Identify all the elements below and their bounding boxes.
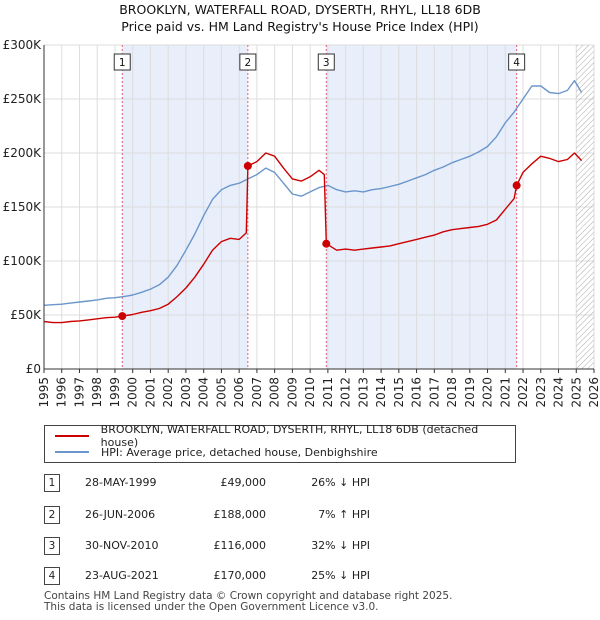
transaction-row: 1 28-MAY-1999 £49,000 26% ↓ HPI xyxy=(44,474,514,494)
future-hatch xyxy=(576,45,594,369)
footer-licence: This data is licensed under the Open Gov… xyxy=(44,601,379,613)
sale-marker-label: 4 xyxy=(513,57,520,69)
y-tick-label: £300K xyxy=(3,38,43,52)
transaction-number: 3 xyxy=(44,537,60,555)
transaction-number: 1 xyxy=(44,474,60,492)
y-tick-label: £150K xyxy=(3,200,43,214)
sale-marker-box xyxy=(113,53,131,71)
x-tick-label: 2012 xyxy=(339,377,353,408)
x-tick-label: 2002 xyxy=(161,377,175,408)
x-tick-label: 2000 xyxy=(126,377,140,408)
sale-marker-label: 2 xyxy=(245,57,252,69)
x-tick-label: 2019 xyxy=(463,377,477,408)
legend-label-hpi: HPI: Average price, detached house, Denb… xyxy=(101,445,378,459)
chart-legend: BROOKLYN, WATERFALL ROAD, DYSERTH, RHYL,… xyxy=(44,423,516,463)
x-tick-label: 2020 xyxy=(481,377,495,408)
transaction-hpi: 32% ↓ HPI xyxy=(311,539,370,552)
transaction-row: 3 30-NOV-2010 £116,000 32% ↓ HPI xyxy=(44,537,514,557)
x-tick-label: 2025 xyxy=(569,377,583,408)
transaction-date: 26-JUN-2006 xyxy=(85,508,156,521)
sale-marker-box xyxy=(317,53,335,71)
x-tick-label: 2026 xyxy=(587,377,600,408)
transaction-date: 30-NOV-2010 xyxy=(85,539,159,552)
transaction-price: £188,000 xyxy=(213,508,267,521)
transaction-row: 2 26-JUN-2006 £188,000 7% ↑ HPI xyxy=(44,506,514,526)
transaction-price: £116,000 xyxy=(213,539,267,552)
x-tick-label: 2010 xyxy=(303,377,317,408)
y-tick-label: £50K xyxy=(10,308,42,322)
sale-marker-dot xyxy=(118,312,127,321)
x-tick-label: 1996 xyxy=(55,377,69,408)
sale-marker-box xyxy=(508,53,526,71)
legend-label-property: BROOKLYN, WATERFALL ROAD, DYSERTH, RHYL,… xyxy=(100,423,479,449)
sale-marker-dot xyxy=(243,161,252,170)
x-tick-label: 2011 xyxy=(321,377,335,408)
legend-item-property: BROOKLYN, WATERFALL ROAD, DYSERTH, RHYL,… xyxy=(55,423,515,449)
x-tick-label: 2008 xyxy=(268,377,282,408)
transaction-hpi: 25% ↓ HPI xyxy=(311,569,370,582)
y-tick-label: £100K xyxy=(3,254,43,268)
sale-marker-dot xyxy=(322,239,331,248)
x-tick-label: 2003 xyxy=(179,377,193,408)
sale-marker-dot xyxy=(512,181,521,190)
chart-title: BROOKLYN, WATERFALL ROAD, DYSERTH, RHYL,… xyxy=(119,2,481,17)
transaction-price: £170,000 xyxy=(213,569,267,582)
transaction-date: 23-AUG-2021 xyxy=(85,569,159,582)
legend-swatch-property xyxy=(55,435,89,437)
x-tick-label: 2004 xyxy=(197,377,211,408)
sale-marker-label: 3 xyxy=(323,57,330,69)
x-tick-label: 2022 xyxy=(516,377,530,408)
y-tick-label: £200K xyxy=(3,146,43,160)
x-tick-label: 2024 xyxy=(552,377,566,408)
x-tick-label: 2016 xyxy=(410,377,424,408)
transaction-date: 28-MAY-1999 xyxy=(85,476,157,489)
x-tick-label: 1995 xyxy=(37,377,51,408)
hpi-series-line xyxy=(44,79,583,306)
transaction-number: 2 xyxy=(44,506,60,524)
footer-copyright: Contains HM Land Registry data © Crown c… xyxy=(44,590,453,602)
chart-subtitle: Price paid vs. HM Land Registry's House … xyxy=(121,19,479,34)
x-tick-label: 2001 xyxy=(143,377,157,408)
x-tick-label: 2005 xyxy=(214,377,228,408)
x-tick-label: 1997 xyxy=(72,377,86,408)
sale-marker-label: 1 xyxy=(119,57,126,69)
x-tick-label: 2017 xyxy=(427,377,441,408)
x-tick-label: 2021 xyxy=(498,377,512,408)
transaction-row: 4 23-AUG-2021 £170,000 25% ↓ HPI xyxy=(44,567,514,587)
x-tick-label: 2023 xyxy=(534,377,548,408)
property-series-line xyxy=(44,152,583,324)
sale-marker-box xyxy=(239,53,257,71)
x-tick-label: 1998 xyxy=(90,377,104,408)
price-chart: 1 2 3 4 £0 £50K £100K £150K £200K £250K £300K 1995… xyxy=(3,38,600,408)
legend-swatch-hpi xyxy=(55,451,89,453)
transaction-price: £49,000 xyxy=(220,476,267,489)
x-tick-label: 2009 xyxy=(285,377,299,408)
x-tick-label: 2015 xyxy=(392,377,406,408)
x-tick-label: 2018 xyxy=(445,377,459,408)
transaction-hpi: 7% ↑ HPI xyxy=(318,508,370,521)
transaction-number: 4 xyxy=(44,567,60,585)
x-tick-label: 2007 xyxy=(250,377,264,408)
x-tick-label: 1999 xyxy=(108,377,122,408)
x-tick-label: 2014 xyxy=(374,377,388,408)
y-tick-label: £0 xyxy=(26,362,41,376)
footer-attribution: Contains HM Land Registry data © Crown c… xyxy=(44,591,452,613)
x-tick-label: 2013 xyxy=(356,377,370,408)
legend-item-hpi: HPI: Average price, detached house, Denb… xyxy=(55,444,378,460)
y-tick-label: £250K xyxy=(3,92,43,106)
transaction-hpi: 26% ↓ HPI xyxy=(311,476,370,489)
x-tick-label: 2006 xyxy=(232,377,246,408)
